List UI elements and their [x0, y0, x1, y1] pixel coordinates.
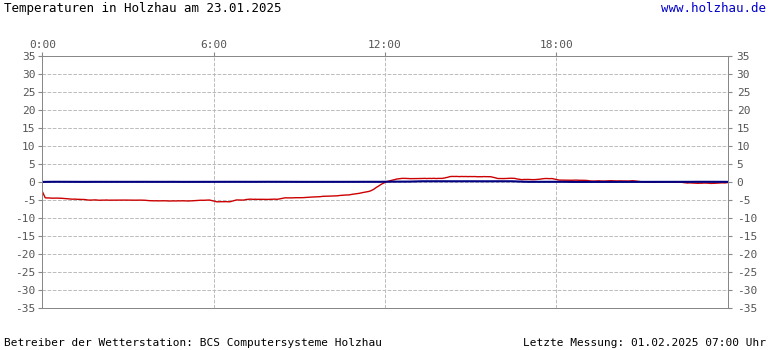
Text: www.holzhau.de: www.holzhau.de	[661, 2, 766, 15]
Text: Betreiber der Wetterstation: BCS Computersysteme Holzhau: Betreiber der Wetterstation: BCS Compute…	[4, 338, 382, 348]
Text: Temperaturen in Holzhau am 23.01.2025: Temperaturen in Holzhau am 23.01.2025	[4, 2, 281, 15]
Text: Letzte Messung: 01.02.2025 07:00 Uhr: Letzte Messung: 01.02.2025 07:00 Uhr	[523, 338, 766, 348]
